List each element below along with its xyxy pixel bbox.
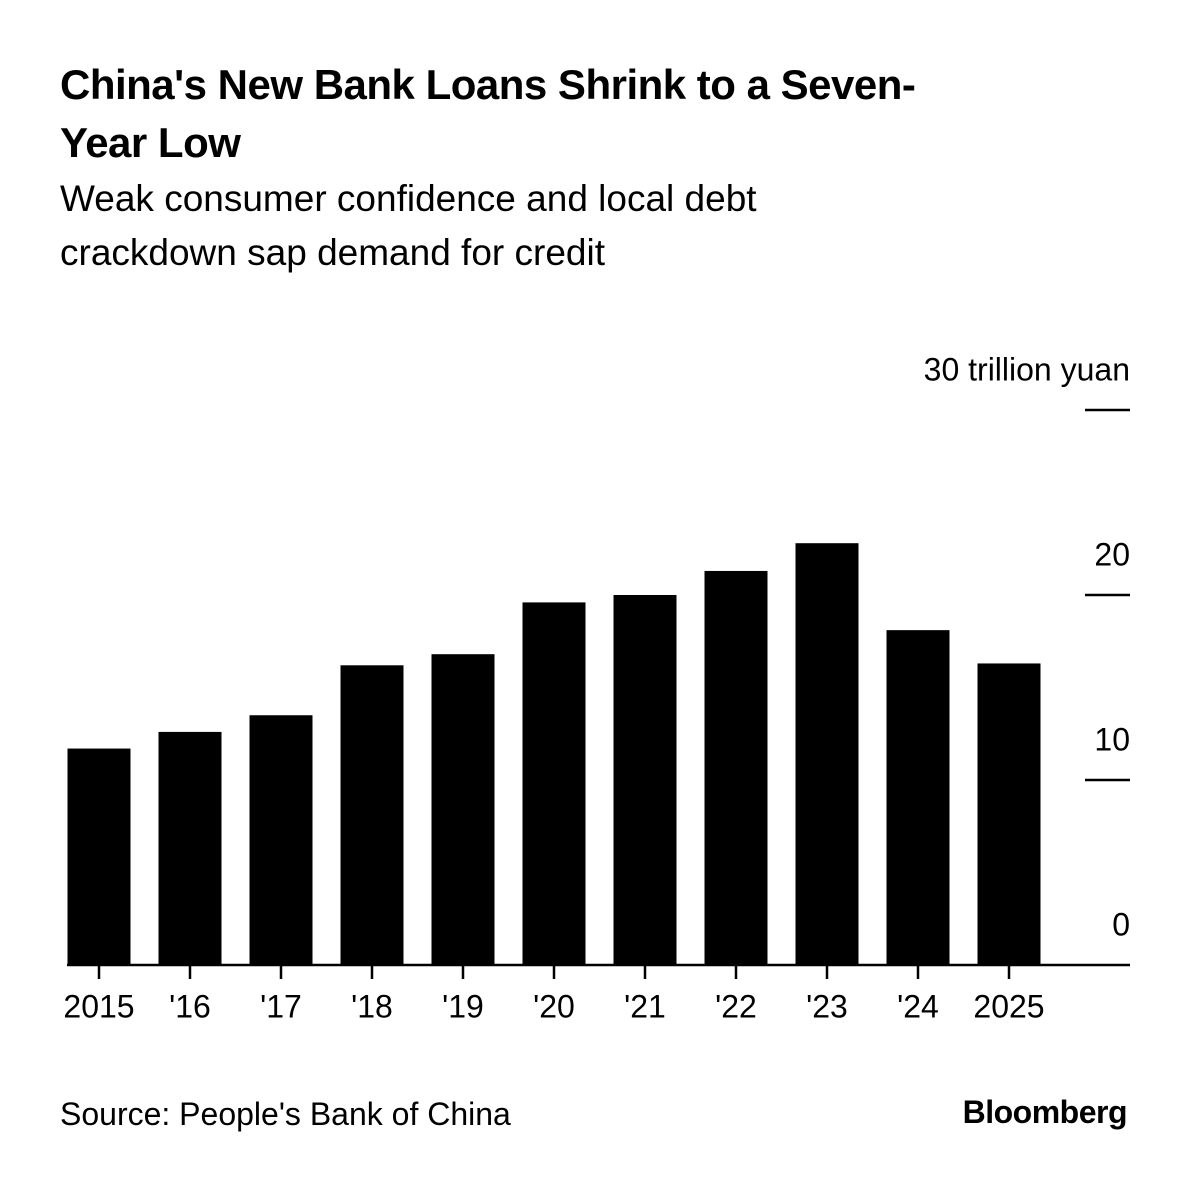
x-tick-label: '22 [715,988,757,1024]
bar [795,543,859,965]
bar [704,570,768,965]
chart-title: China's New Bank Loans Shrink to a Seven… [60,61,916,166]
bar [158,731,222,965]
x-tick-label: '18 [351,988,393,1024]
x-tick-label: '21 [624,988,666,1024]
source-note: Source: People's Bank of China [60,1096,511,1132]
bar [431,654,495,965]
bar [67,748,131,965]
y-tick-label: 0 [1112,906,1130,942]
y-tick-label: 10 [1094,721,1130,757]
x-tick-label: '16 [169,988,211,1024]
x-tick-label: '20 [533,988,575,1024]
bar [340,665,404,965]
bar [522,602,586,965]
x-tick-label: 2015 [63,988,134,1024]
bar [886,630,950,965]
y-tick-label: 20 [1094,536,1130,572]
chart: 0 10 20 30 trillion yuan 2015 '16 '17 '18 '19 '20… [63,351,1130,1024]
y-tick-label: 30 trillion yuan [924,351,1130,387]
brand-logo: Bloomberg [962,1094,1128,1130]
bar [613,595,677,965]
x-tick-label: '17 [260,988,302,1024]
bar [977,663,1041,965]
x-tick-label: '24 [897,988,939,1024]
x-tick-label: 2025 [973,988,1044,1024]
bar [249,715,313,965]
x-tick-label: '23 [806,988,848,1024]
chart-subtitle: Weak consumer confidence and local debt … [60,178,757,273]
x-tick-label: '19 [442,988,484,1024]
